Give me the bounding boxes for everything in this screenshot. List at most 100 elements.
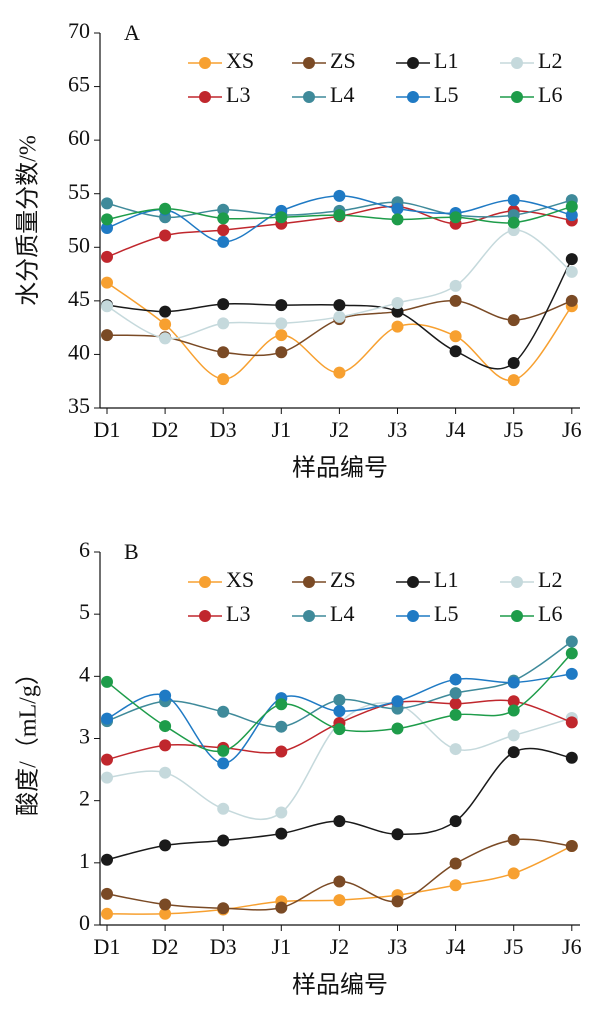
legend-marker	[303, 91, 315, 103]
legend-marker	[407, 57, 419, 69]
point	[449, 743, 462, 756]
point	[217, 757, 230, 770]
point	[449, 697, 462, 710]
point	[565, 635, 578, 648]
point	[159, 739, 172, 752]
legend-marker	[303, 57, 315, 69]
point	[217, 802, 230, 815]
point	[565, 253, 578, 266]
x-tick-label: J4	[446, 417, 466, 442]
point	[507, 704, 520, 717]
x-tick-label: D1	[94, 417, 121, 442]
point	[101, 675, 113, 688]
point	[391, 213, 404, 226]
point	[333, 723, 346, 736]
point	[507, 194, 520, 207]
point	[159, 689, 172, 702]
point	[449, 330, 462, 343]
x-tick-label: J1	[272, 934, 292, 959]
point	[275, 720, 288, 733]
x-tick-label: D3	[210, 417, 237, 442]
point	[391, 305, 404, 318]
point	[217, 346, 230, 359]
point	[217, 212, 230, 225]
point	[101, 250, 113, 263]
point	[449, 345, 462, 358]
legend-marker	[199, 576, 211, 588]
point	[449, 294, 462, 307]
x-tick-label: J3	[388, 417, 408, 442]
point	[507, 695, 520, 708]
point	[275, 329, 288, 342]
point	[217, 744, 230, 757]
legend-label: L2	[538, 567, 562, 592]
point	[391, 828, 404, 841]
point	[449, 857, 462, 870]
point	[565, 647, 578, 660]
point	[565, 209, 578, 222]
point	[275, 346, 288, 359]
point	[507, 216, 520, 229]
point	[333, 894, 346, 907]
x-tick-label: D1	[94, 934, 121, 959]
point	[507, 729, 520, 742]
point	[449, 211, 462, 224]
point	[101, 276, 113, 289]
point	[101, 197, 113, 210]
point	[159, 766, 172, 779]
point	[449, 279, 462, 292]
point	[565, 200, 578, 213]
legend-label: XS	[226, 567, 254, 592]
x-tick-label: J5	[504, 417, 524, 442]
point	[275, 698, 288, 711]
panel-label: B	[124, 539, 139, 564]
legend-marker	[511, 91, 523, 103]
point	[159, 898, 172, 911]
x-tick-label: D2	[152, 417, 179, 442]
y-tick-label: 45	[68, 286, 90, 311]
point	[275, 745, 288, 758]
point	[507, 374, 520, 387]
x-axis-label: 样品编号	[292, 972, 388, 999]
y-tick-label: 50	[68, 232, 90, 257]
x-tick-label: J4	[446, 934, 466, 959]
x-tick-label: J5	[504, 934, 524, 959]
point	[101, 771, 113, 784]
point	[391, 202, 404, 215]
point	[101, 213, 113, 226]
point	[565, 294, 578, 307]
point	[391, 695, 404, 708]
legend-marker	[303, 576, 315, 588]
point	[101, 300, 113, 313]
point	[507, 867, 520, 880]
series-line	[106, 282, 573, 382]
legend-label: L4	[330, 82, 354, 107]
x-tick-label: J2	[330, 417, 350, 442]
point	[565, 840, 578, 853]
point	[391, 895, 404, 908]
point	[333, 705, 346, 718]
legend-label: L6	[538, 82, 562, 107]
point	[333, 189, 346, 202]
point	[449, 673, 462, 686]
x-tick-label: D2	[152, 934, 179, 959]
y-tick-label: 70	[68, 18, 90, 43]
point	[391, 297, 404, 309]
point	[507, 833, 520, 846]
point	[275, 299, 288, 312]
legend-marker	[199, 57, 211, 69]
y-tick-label: 60	[68, 125, 90, 150]
y-tick-label: 2	[79, 786, 90, 811]
y-axis-label: 酸度/（mL/g）	[15, 661, 42, 816]
x-tick-label: J6	[562, 934, 582, 959]
point	[565, 667, 578, 680]
series-line	[106, 673, 572, 765]
legend-label: ZS	[330, 567, 356, 592]
legend-label: L5	[434, 601, 458, 626]
point	[391, 320, 404, 333]
legend-label: L3	[226, 601, 250, 626]
y-axis-label: 水分质量分数/%	[15, 135, 42, 306]
point	[333, 875, 346, 888]
x-tick-label: D3	[210, 934, 237, 959]
point	[217, 373, 230, 386]
